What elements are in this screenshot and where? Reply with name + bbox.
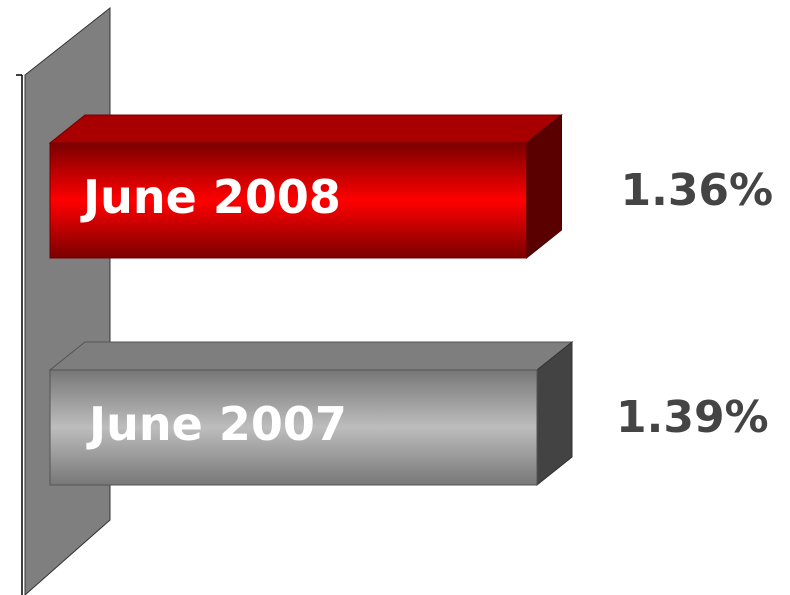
value-label: 1.39% [616, 392, 769, 443]
category-label: June 2008 [80, 170, 341, 224]
bar [49, 369, 538, 486]
bar-top [48, 114, 563, 144]
back-wall [24, 6, 111, 595]
bar [49, 142, 527, 259]
bar-top [48, 341, 574, 371]
value-label: 1.36% [620, 165, 773, 216]
category-label: June 2007 [86, 397, 347, 451]
